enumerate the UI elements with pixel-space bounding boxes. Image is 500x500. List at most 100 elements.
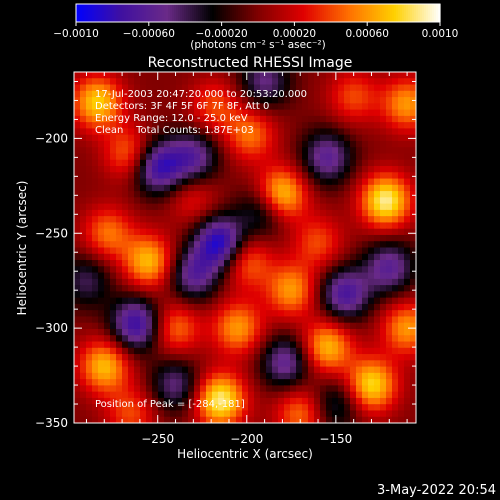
colorbar-cell bbox=[396, 4, 399, 22]
heatmap-cell bbox=[368, 310, 375, 317]
heatmap-cell bbox=[230, 172, 237, 180]
heatmap-cell bbox=[110, 84, 117, 92]
heatmap-cell bbox=[368, 178, 375, 186]
heatmap-cell bbox=[140, 297, 147, 305]
heatmap-cell bbox=[380, 97, 387, 104]
heatmap-cell bbox=[92, 397, 99, 405]
heatmap-cell bbox=[164, 341, 171, 349]
heatmap-cell bbox=[404, 222, 411, 230]
heatmap-cell bbox=[362, 172, 369, 180]
heatmap-cell bbox=[272, 297, 279, 305]
heatmap-cell bbox=[320, 247, 327, 255]
heatmap-cell bbox=[158, 222, 165, 230]
heatmap-cell bbox=[380, 253, 387, 261]
heatmap-cell bbox=[278, 297, 285, 305]
heatmap-cell bbox=[326, 354, 333, 361]
heatmap-cell bbox=[254, 191, 261, 198]
heatmap-cell bbox=[344, 335, 351, 343]
heatmap-cell bbox=[314, 391, 321, 399]
heatmap-cell bbox=[368, 291, 375, 299]
heatmap-cell bbox=[308, 147, 315, 154]
heatmap-cell bbox=[302, 397, 309, 405]
heatmap-cell bbox=[230, 203, 237, 211]
heatmap-cell bbox=[338, 109, 345, 117]
heatmap-cell bbox=[176, 178, 183, 186]
heatmap-cell bbox=[350, 103, 357, 111]
colorbar-cell bbox=[274, 4, 277, 22]
heatmap-cell bbox=[104, 222, 111, 230]
heatmap-cell bbox=[200, 241, 207, 248]
heatmap-cell bbox=[374, 379, 381, 386]
heatmap-cell bbox=[218, 247, 225, 255]
heatmap-cell bbox=[236, 297, 243, 305]
heatmap-cell bbox=[374, 272, 381, 280]
heatmap-cell bbox=[338, 328, 345, 336]
heatmap-cell bbox=[218, 184, 225, 192]
heatmap-cell bbox=[200, 166, 207, 173]
heatmap-cell bbox=[194, 253, 201, 261]
heatmap-cell bbox=[110, 397, 117, 405]
heatmap-cell bbox=[296, 147, 303, 154]
heatmap-cell bbox=[392, 341, 399, 349]
heatmap-cell bbox=[128, 322, 135, 330]
heatmap-cell bbox=[182, 115, 189, 123]
heatmap-cell bbox=[116, 266, 123, 274]
heatmap-cell bbox=[248, 366, 255, 374]
heatmap-cell bbox=[350, 410, 357, 418]
heatmap-cell bbox=[302, 297, 309, 305]
heatmap-cell bbox=[272, 310, 279, 317]
heatmap-cell bbox=[122, 147, 129, 154]
heatmap-cell bbox=[266, 78, 273, 86]
heatmap-cell bbox=[140, 103, 147, 111]
heatmap-cell bbox=[200, 391, 207, 399]
heatmap-cell bbox=[362, 278, 369, 286]
heatmap-cell bbox=[314, 153, 321, 161]
y-tick-label: −300 bbox=[35, 321, 68, 335]
heatmap-cell bbox=[272, 197, 279, 205]
heatmap-cell bbox=[398, 172, 405, 180]
heatmap-cell bbox=[326, 266, 333, 274]
heatmap-cell bbox=[140, 385, 147, 393]
heatmap-cell bbox=[248, 147, 255, 154]
heatmap-cell bbox=[212, 297, 219, 305]
heatmap-cell bbox=[308, 379, 315, 386]
heatmap-cell bbox=[362, 109, 369, 117]
heatmap-cell bbox=[260, 153, 267, 161]
y-tick-label: −200 bbox=[35, 131, 68, 145]
heatmap-cell bbox=[362, 178, 369, 186]
heatmap-cell bbox=[362, 385, 369, 393]
heatmap-cell bbox=[158, 184, 165, 192]
heatmap-cell bbox=[104, 84, 111, 92]
heatmap-cell bbox=[386, 78, 393, 86]
heatmap-cell bbox=[410, 341, 417, 349]
heatmap-cell bbox=[320, 134, 327, 142]
heatmap-cell bbox=[338, 310, 345, 317]
heatmap-cell bbox=[368, 404, 375, 411]
colorbar-cell bbox=[300, 4, 303, 22]
heatmap-cell bbox=[170, 397, 177, 405]
heatmap-cell bbox=[134, 253, 141, 261]
heatmap-cell bbox=[248, 140, 255, 148]
heatmap-cell bbox=[248, 291, 255, 299]
heatmap-cell bbox=[302, 134, 309, 142]
heatmap-cell bbox=[266, 147, 273, 154]
heatmap-cell bbox=[194, 316, 201, 324]
colorbar-cell bbox=[78, 4, 81, 22]
heatmap-cell bbox=[224, 109, 231, 117]
heatmap-cell bbox=[86, 140, 93, 148]
heatmap-cell bbox=[218, 372, 225, 380]
heatmap-cell bbox=[182, 172, 189, 180]
heatmap-cell bbox=[188, 354, 195, 361]
colorbar-cell bbox=[286, 4, 289, 22]
heatmap-cell bbox=[218, 172, 225, 180]
heatmap-cell bbox=[350, 310, 357, 317]
heatmap-cell bbox=[266, 159, 273, 167]
heatmap-cell bbox=[98, 216, 105, 223]
heatmap-cell bbox=[152, 153, 159, 161]
heatmap-cell bbox=[200, 278, 207, 286]
colorbar-cell bbox=[276, 4, 279, 22]
heatmap-cell bbox=[266, 391, 273, 399]
heatmap-cell bbox=[344, 197, 351, 205]
heatmap-cell bbox=[224, 147, 231, 154]
heatmap-cell bbox=[368, 203, 375, 211]
